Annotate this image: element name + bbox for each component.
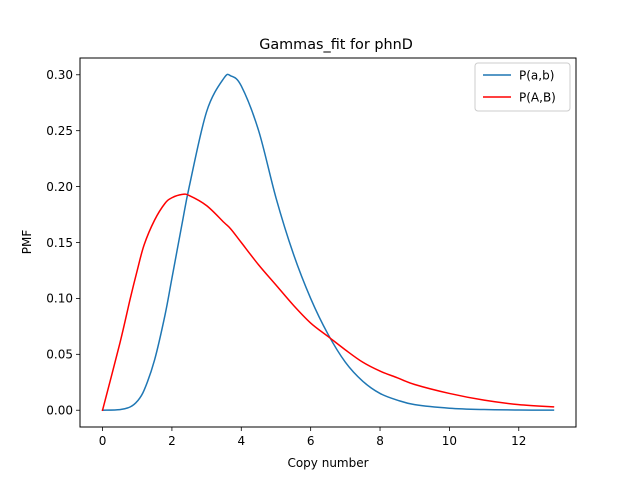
legend-label: P(a,b) (519, 68, 554, 82)
y-tick-label: 0.30 (46, 68, 73, 82)
y-axis-label: PMF (20, 230, 34, 255)
y-tick-label: 0.05 (46, 348, 73, 362)
x-axis: 0 2 4 6 8 10 12 (99, 427, 526, 448)
x-tick-label: 4 (237, 434, 245, 448)
y-axis: 0.00 0.05 0.10 0.15 0.20 0.25 0.30 (46, 68, 80, 418)
y-tick-label: 0.25 (46, 124, 73, 138)
legend-label: P(A,B) (519, 90, 556, 104)
x-axis-label: Copy number (287, 456, 368, 470)
chart-title: Gammas_fit for phnD (259, 37, 413, 53)
x-tick-label: 8 (376, 434, 384, 448)
series-line-2 (101, 193, 555, 412)
series-line-1 (101, 73, 555, 412)
y-tick-label: 0.00 (46, 404, 73, 418)
x-tick-label: 6 (307, 434, 315, 448)
y-tick-label: 0.15 (46, 236, 73, 250)
legend: P(a,b) P(A,B) (474, 62, 571, 112)
x-tick-label: 12 (511, 434, 526, 448)
x-tick-label: 0 (99, 434, 107, 448)
series-layer (101, 73, 555, 412)
y-tick-label: 0.10 (46, 292, 73, 306)
y-tick-label: 0.20 (46, 180, 73, 194)
x-tick-label: 10 (442, 434, 457, 448)
x-tick-label: 2 (168, 434, 176, 448)
